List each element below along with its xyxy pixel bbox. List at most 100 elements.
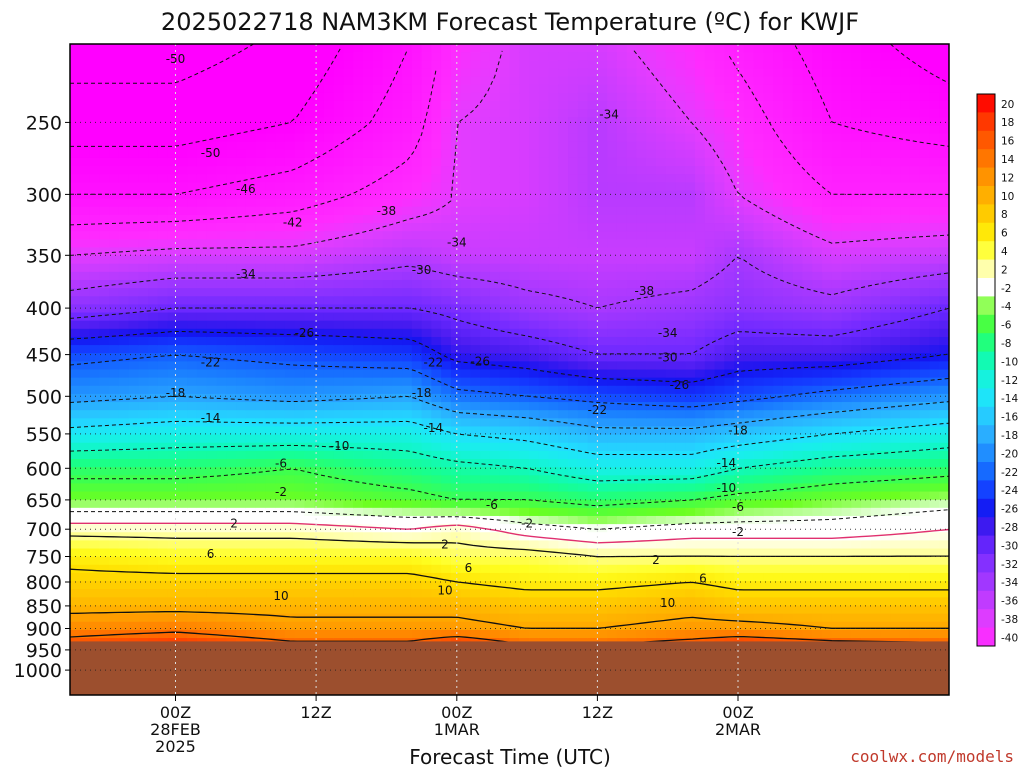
heatmap-cell [109,182,120,192]
heatmap-cell [480,263,491,273]
heatmap-cell [157,60,169,70]
heatmap-cell [99,442,110,452]
heatmap-cell [402,239,413,249]
heatmap-cell [499,206,511,216]
heatmap-cell [538,353,550,362]
heatmap-cell [333,60,345,70]
heatmap-cell [548,52,559,61]
heatmap-cell [109,125,120,135]
heatmap-cell [587,426,598,436]
heatmap-cell [148,271,159,281]
heatmap-cell [450,166,462,175]
heatmap-cell [284,133,296,143]
heatmap-cell [489,109,501,118]
heatmap-cell [489,214,501,224]
heatmap-cell [538,475,550,485]
heatmap-cell [363,271,374,281]
heatmap-cell [538,149,550,159]
heatmap-cell [421,231,432,240]
heatmap-cell [196,499,208,509]
heatmap-cell [128,157,139,167]
heatmap-cell [343,426,354,436]
heatmap-cell [441,263,452,273]
heatmap-cell [167,507,179,517]
heatmap-cell [128,361,139,371]
heatmap-cell [148,92,159,102]
heatmap-cell [333,483,345,493]
heatmap-cell [236,434,247,444]
heatmap-cell [109,271,120,281]
heatmap-cell [382,296,393,305]
heatmap-cell [148,190,159,200]
heatmap-cell [597,459,608,468]
heatmap-cell [519,532,530,541]
heatmap-cell [304,467,315,476]
heatmap-cell [450,100,462,110]
heatmap-cell [353,410,364,419]
heatmap-cell [138,369,149,379]
heatmap-cell [236,369,247,379]
heatmap-cell [275,100,286,110]
heatmap-cell [587,572,598,582]
heatmap-cell [636,182,647,192]
heatmap-cell [402,499,413,509]
heatmap-cell [499,68,511,78]
heatmap-cell [353,92,364,102]
heatmap-cell [216,426,227,436]
heatmap-cell [480,418,491,428]
heatmap-cell [294,239,305,249]
heatmap-cell [128,255,139,265]
heatmap-cell [558,540,569,550]
heatmap-cell [109,483,120,493]
heatmap-cell [323,279,335,289]
heatmap-cell [255,247,266,257]
heatmap-cell [665,629,677,639]
heatmap-cell [431,141,442,151]
heatmap-cell [118,450,130,460]
heatmap-cell [441,434,452,444]
heatmap-cell [226,84,237,94]
heatmap-cell [665,385,677,395]
heatmap-cell [411,279,423,289]
heatmap-cell [480,198,491,208]
heatmap-cell [157,320,169,330]
heatmap-cell [118,214,130,224]
heatmap-cell [529,239,540,249]
heatmap-cell [519,621,530,631]
heatmap-cell [470,231,481,240]
heatmap-cell [333,361,345,371]
heatmap-cell [226,540,237,550]
heatmap-cell [138,475,149,485]
heatmap-cell [255,475,266,485]
heatmap-cell [499,84,511,94]
heatmap-cell [109,434,120,444]
heatmap-cell [216,402,227,411]
heatmap-cell [450,149,462,159]
heatmap-cell [323,157,335,167]
heatmap-cell [323,450,335,460]
heatmap-cell [616,564,628,574]
heatmap-cell [128,410,139,419]
heatmap-cell [343,353,354,362]
heatmap-cell [353,572,364,582]
heatmap-cell [118,548,130,558]
heatmap-cell [616,206,628,216]
heatmap-cell [675,141,686,151]
heatmap-cell [177,133,188,143]
heatmap-cell [450,491,462,501]
heatmap-cell [118,597,130,607]
heatmap-cell [470,540,481,550]
heatmap-cell [558,467,569,476]
heatmap-cell [656,271,667,281]
heatmap-cell [99,271,110,281]
heatmap-cell [70,198,81,208]
heatmap-cell [314,100,325,110]
heatmap-cell [577,190,589,200]
heatmap-cell [441,402,452,411]
heatmap-cell [167,157,179,167]
heatmap-cell [646,369,657,379]
heatmap-cell [529,361,540,371]
heatmap-cell [548,402,559,411]
heatmap-cell [519,92,530,102]
heatmap-cell [157,369,169,379]
